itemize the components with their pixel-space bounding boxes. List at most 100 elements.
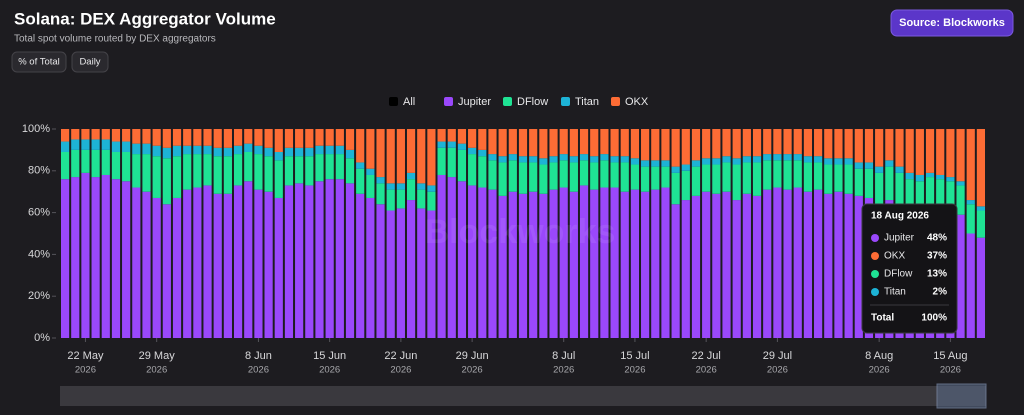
bar-segment [834,191,843,338]
bar-segment [183,189,192,338]
legend-swatch [611,97,620,106]
bar-segment [559,160,568,188]
bar-segment [132,129,141,144]
bar-segment [641,166,650,192]
bar-segment [132,154,141,188]
bar-segment [885,129,894,161]
bar-segment [457,181,467,338]
bar-segment [457,149,467,182]
bar-segment [579,154,589,161]
bar-segment [864,168,874,198]
legend-swatch [444,97,453,106]
bar-segment [508,129,517,155]
bar-segment [81,172,90,338]
bar-segment [803,156,813,163]
bar-segment [101,174,110,338]
bar-segment [132,143,141,155]
bar-segment [630,189,640,338]
x-tick-year: 2026 [248,365,269,376]
bar-segment [661,187,670,338]
y-tick-label: 80% [28,165,50,177]
x-tick-year: 2026 [75,365,96,376]
tooltip-name: DFlow [884,269,913,280]
bar-segment [284,129,294,148]
bar-segment [335,129,344,146]
bar-segment [539,193,548,338]
source-label[interactable]: Source: Blockworks [899,17,1005,29]
bar-segment [956,214,965,338]
bar-segment [213,147,222,157]
bar-segment [641,191,650,338]
bar-segment [610,187,619,338]
bar-segment [508,160,517,192]
bar-segment [549,162,558,190]
bar-segment [396,129,405,184]
bar-segment [956,129,965,182]
bar-segment [803,191,813,338]
daily-button-label[interactable]: Daily [79,57,100,68]
bar-segment [111,151,121,180]
bar-segment [936,174,945,180]
bar-segment [905,172,914,180]
bar-segment [295,147,304,157]
tooltip-value: 13% [927,269,947,280]
bar-segment [549,156,558,163]
bar-segment [722,191,731,338]
bar-segment [152,197,161,338]
bar-segment [142,154,151,192]
bar-segment [223,129,232,148]
bar-segment [254,129,263,146]
bar-segment [773,160,782,188]
tooltip: 18 Aug 2026 Jupiter 48% OKX 37% DFlow 13% Titan… [861,203,958,334]
bar-segment [356,162,365,169]
bar-segment [498,129,507,157]
bar-segment [844,158,853,165]
bar-segment [193,187,202,338]
x-tick-year: 2026 [624,365,645,376]
bar-segment [193,154,202,188]
percent-button[interactable] [11,51,67,73]
bar-segment [193,145,202,155]
bar-segment [345,183,355,338]
bar-segment [111,129,121,142]
bar-segment [590,162,599,190]
bar-segment [71,177,80,338]
bar-segment [162,204,171,338]
bar-segment [223,147,232,157]
bar-segment [793,154,802,161]
bar-segment [956,181,965,186]
percent-button-label[interactable]: % of Total [18,57,60,68]
source-button[interactable] [890,9,1014,37]
bar-segment [915,174,924,182]
bar-segment [305,129,314,148]
bar-segment [264,191,273,338]
tooltip-dot [871,252,879,260]
bar-segment [447,141,456,148]
bar-segment [702,191,711,338]
navigator-handle[interactable] [936,383,987,409]
bar-segment [681,170,690,201]
bar-segment [895,166,904,173]
bar-segment [376,183,385,205]
tooltip-value: 37% [927,251,947,262]
plot-area: 0% 20% 40% 60% 80% 100% 22 May 2026 29 May 2026 8 … [22,123,985,376]
daily-button[interactable] [71,51,109,73]
bar-segment [579,160,589,186]
bar-segment [193,129,202,146]
tooltip-name: Jupiter [884,233,915,244]
bar-segment [559,154,568,161]
tooltip-date: 18 Aug 2026 [871,211,929,222]
bar-segment [712,164,721,194]
bar-segment [763,154,772,161]
bar-segment [142,191,151,338]
bar-segment [152,129,161,146]
bar-segment [203,145,212,155]
navigator[interactable] [60,386,986,406]
tooltip-box [861,203,958,334]
bar-segment [233,129,243,146]
bar-segment [172,197,182,338]
bar-segment [732,129,741,159]
bar-segment [936,129,945,175]
bar-segment [223,156,232,194]
legend-swatch [389,97,398,106]
